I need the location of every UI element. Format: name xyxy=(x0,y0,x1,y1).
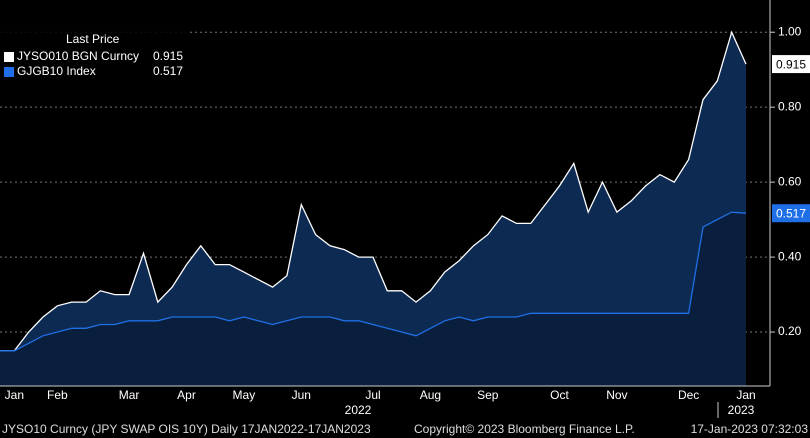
x-tick-label: Jun xyxy=(292,388,311,402)
series-area xyxy=(0,212,746,386)
x-tick-label: May xyxy=(233,388,256,402)
legend-label: GJGB10 Index xyxy=(17,64,96,78)
x-tick-label: Mar xyxy=(119,388,140,402)
y-tick-label: 0.80 xyxy=(778,99,802,113)
y-tick-label: 0.60 xyxy=(778,174,802,188)
footer-copyright: Copyright© 2023 Bloomberg Finance L.P. xyxy=(414,422,635,436)
x-tick-label: Apr xyxy=(177,388,196,402)
last-value-tag xyxy=(772,55,810,74)
last-value-label: 0.915 xyxy=(776,57,806,71)
x-tick-label: Jul xyxy=(365,388,380,402)
footer-timestamp: 17-Jan-2023 07:32:03 xyxy=(691,422,809,436)
footer-source: JYSO10 Curncy (JPY SWAP OIS 10Y) Daily 1… xyxy=(2,422,371,436)
year-label: 2023 xyxy=(728,403,755,417)
x-tick-label: Dec xyxy=(678,388,699,402)
legend-swatch xyxy=(4,67,14,77)
x-tick-label: Oct xyxy=(550,388,569,402)
last-value-label: 0.517 xyxy=(776,206,806,220)
legend-box xyxy=(0,30,190,82)
legend-swatch xyxy=(4,52,14,62)
legend-title: Last Price xyxy=(66,32,120,46)
year-label: 2022 xyxy=(345,403,372,417)
plot-area xyxy=(0,30,770,386)
x-tick-label: Jan xyxy=(736,388,755,402)
series-line xyxy=(0,30,747,352)
y-tick-label: 0.40 xyxy=(778,249,802,263)
series-line xyxy=(0,211,747,352)
y-tick-label: 1.00 xyxy=(778,24,802,38)
y-tick-label: 0.20 xyxy=(778,324,802,338)
x-tick-label: Aug xyxy=(420,388,441,402)
legend-value: 0.915 xyxy=(153,49,183,63)
last-value-tag xyxy=(772,204,810,223)
legend-label: JYSO010 BGN Curncy xyxy=(17,49,139,63)
x-tick-label: Sep xyxy=(477,388,499,402)
series-area xyxy=(0,32,746,386)
x-tick-label: Nov xyxy=(606,388,627,402)
x-tick-label: Jan xyxy=(5,388,24,402)
legend: Last Price xyxy=(0,30,190,82)
x-tick-label: Feb xyxy=(47,388,68,402)
legend-value: 0.517 xyxy=(153,64,183,78)
